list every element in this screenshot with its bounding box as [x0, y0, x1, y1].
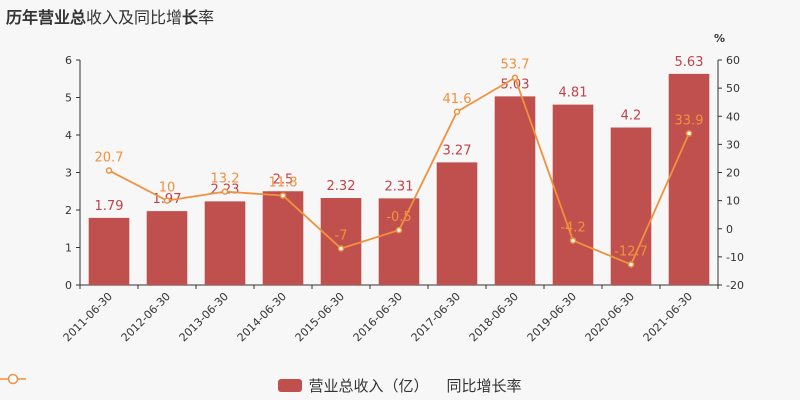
growth-rate-label: 20.7	[95, 151, 124, 166]
growth-rate-point	[685, 130, 693, 137]
growth-rate-point	[395, 226, 403, 234]
revenue-bar-label: 1.79	[95, 199, 124, 214]
y-right-unit-label: %	[714, 32, 725, 45]
growth-rate-label: 53.7	[501, 58, 530, 73]
legend-item-revenue[interactable]: 营业总收入（亿）	[278, 375, 429, 396]
growth-rate-label: -12.7	[614, 244, 648, 259]
y-left-tick-label: 3	[65, 167, 72, 180]
y-right-tick-label: 30	[726, 138, 740, 151]
x-tick-label: 2021-06-30	[641, 290, 695, 344]
growth-rate-label: 33.9	[675, 113, 704, 128]
growth-rate-label: -4.2	[560, 221, 585, 236]
revenue-bar	[436, 162, 478, 285]
growth-rate-point	[105, 167, 113, 174]
y-left-tick-label: 5	[65, 92, 72, 105]
x-tick-label: 2019-06-30	[525, 290, 579, 344]
growth-rate-point	[221, 188, 229, 195]
legend-label-revenue: 营业总收入（亿）	[308, 376, 429, 395]
legend-item-growth[interactable]: 同比增长率	[0, 373, 522, 396]
y-right-tick-label: 50	[726, 82, 740, 95]
chart-legend: 营业总收入（亿） 同比增长率	[0, 372, 800, 398]
revenue-bar-label: 4.81	[559, 86, 588, 101]
growth-rate-point	[453, 108, 461, 115]
y-left-tick-label: 1	[65, 242, 72, 255]
y-right-tick-label: -10	[726, 251, 744, 264]
y-left-tick-label: 0	[65, 279, 72, 292]
growth-rate-point	[627, 261, 635, 268]
revenue-bar	[668, 73, 710, 285]
y-right-tick-label: -20	[726, 279, 744, 292]
y-right-tick-label: 60	[726, 54, 740, 67]
y-left-tick-label: 6	[65, 54, 72, 67]
revenue-bar	[204, 201, 246, 285]
y-left-tick-label: 4	[65, 129, 72, 142]
growth-rate-point	[569, 237, 577, 244]
growth-rate-point	[279, 192, 287, 199]
revenue-bar	[262, 191, 304, 285]
revenue-bar	[88, 217, 130, 285]
y-right-tick-label: 0	[726, 223, 733, 236]
growth-rate-label: 10	[159, 181, 176, 196]
revenue-bar-label: 2.5	[273, 172, 294, 187]
y-right-tick-label: 20	[726, 167, 740, 180]
legend-line-icon	[0, 373, 26, 385]
x-tick-label: 2016-06-30	[351, 290, 405, 344]
x-tick-label: 2018-06-30	[467, 290, 521, 344]
x-tick-label: 2017-06-30	[409, 290, 463, 344]
revenue-bar	[146, 211, 188, 285]
legend-swatch-bar	[278, 378, 303, 392]
y-right-tick-label: 40	[726, 110, 740, 123]
growth-rate-label: 13.2	[211, 172, 240, 187]
revenue-bar-label: 2.31	[385, 179, 414, 194]
x-tick-label: 2013-06-30	[177, 290, 231, 344]
chart-title: 历年营业总收入及同比增长率	[6, 8, 215, 27]
y-left-tick-label: 2	[65, 204, 72, 217]
x-tick-label: 2012-06-30	[119, 290, 173, 344]
growth-rate-point	[337, 245, 345, 252]
x-tick-label: 2014-06-30	[235, 290, 289, 344]
revenue-bar	[320, 198, 362, 285]
growth-rate-label: -7	[335, 228, 348, 243]
revenue-bar-label: 3.27	[443, 143, 472, 158]
growth-rate-label: -0.5	[386, 210, 411, 225]
growth-rate-point	[511, 74, 519, 81]
y-right-tick-label: 10	[726, 195, 740, 208]
revenue-bar	[552, 104, 594, 285]
growth-rate-label: 11.8	[269, 176, 298, 191]
x-tick-label: 2015-06-30	[293, 290, 347, 344]
x-tick-label: 2020-06-30	[583, 290, 637, 344]
revenue-bar-label: 2.32	[327, 179, 356, 194]
growth-rate-point	[163, 197, 171, 204]
revenue-bar-label: 5.63	[675, 55, 704, 70]
revenue-bar-label: 4.2	[621, 109, 642, 124]
x-tick-label: 2011-06-30	[61, 290, 115, 344]
growth-rate-label: 41.6	[443, 92, 472, 107]
legend-label-growth: 同比增长率	[446, 376, 522, 395]
revenue-bar	[494, 96, 536, 285]
revenue-bar	[378, 198, 420, 285]
